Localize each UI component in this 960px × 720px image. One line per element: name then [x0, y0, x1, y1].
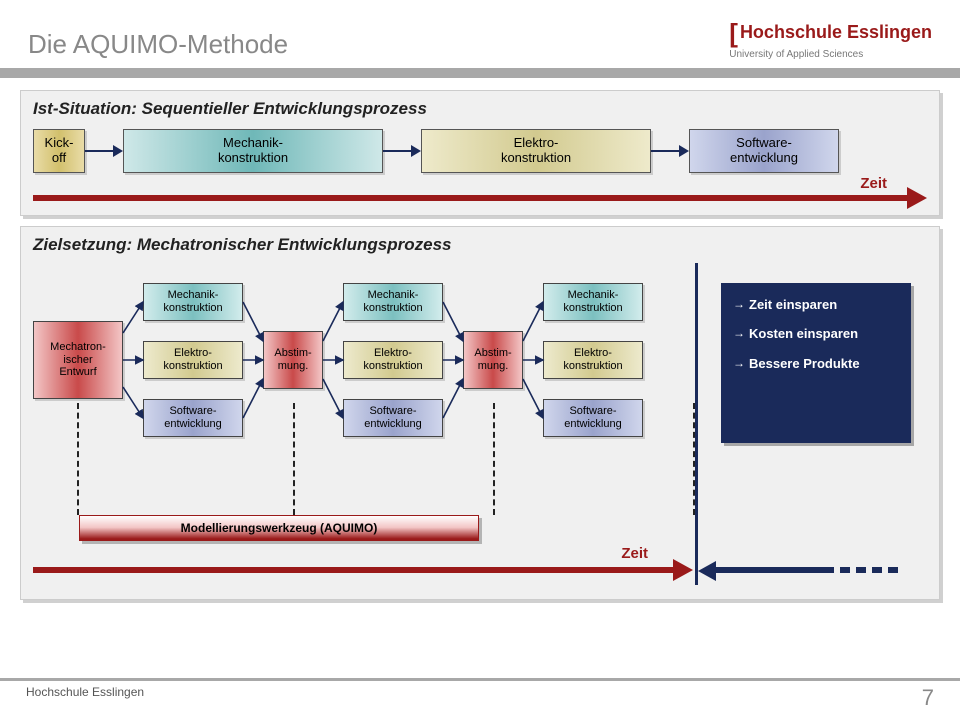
zeit-line	[33, 567, 673, 573]
logo-sub: University of Applied Sciences	[729, 49, 932, 60]
zeit-label: Zeit	[621, 545, 648, 562]
dash-connector	[493, 403, 495, 515]
benefits-item: Bessere Produkte	[733, 356, 899, 372]
box-stack: Software-entwicklung	[343, 399, 443, 437]
logo-main: [Hochschule Esslingen	[729, 18, 932, 49]
zeit-line	[33, 195, 907, 201]
benefits-item: Kosten einsparen	[733, 326, 899, 342]
divider-bar	[0, 68, 960, 78]
box-stack: Software-entwicklung	[143, 399, 243, 437]
box-kickoff: Kick-off	[33, 129, 85, 173]
ist-sequence: Kick-off Mechanik-konstruktion Elektro-k…	[33, 127, 927, 177]
slide-header: Die AQUIMO-Methode [Hochschule Esslingen…	[0, 0, 960, 66]
benefits-list: Zeit einsparen Kosten einsparen Bessere Pr…	[733, 297, 899, 372]
page-title: Die AQUIMO-Methode	[28, 29, 288, 60]
box-software: Software-entwicklung	[689, 129, 839, 173]
dash-connector	[693, 403, 695, 515]
ziel-zeit-axis: Zeit	[33, 555, 693, 581]
logo-main-text: Hochschule Esslingen	[740, 22, 932, 42]
ziel-panel: Zielsetzung: Mechatronischer Entwicklung…	[20, 226, 940, 600]
box-abstimmung: Abstim-mung.	[263, 331, 323, 389]
zeit-label: Zeit	[860, 175, 887, 192]
ziel-title: Zielsetzung: Mechatronischer Entwicklung…	[33, 235, 927, 255]
box-stack: Elektro-konstruktion	[343, 341, 443, 379]
ist-title: Ist-Situation: Sequentieller Entwicklung…	[33, 99, 927, 119]
ist-panel: Ist-Situation: Sequentieller Entwicklung…	[20, 90, 940, 216]
end-marker-line	[695, 263, 698, 585]
box-stack: Mechanik-konstruktion	[543, 283, 643, 321]
ziel-diagram: Zeit einsparen Kosten einsparen Bessere Pr…	[33, 263, 927, 593]
slide-footer: Hochschule Esslingen 7	[0, 678, 960, 720]
box-stack: Mechanik-konstruktion	[143, 283, 243, 321]
dash-connector	[77, 403, 79, 515]
page-number: 7	[922, 685, 934, 711]
benefits-item: Zeit einsparen	[733, 297, 899, 313]
logo: [Hochschule Esslingen University of Appl…	[729, 18, 932, 60]
tool-bar: Modellierungswerkzeug (AQUIMO)	[79, 515, 479, 541]
footer-left: Hochschule Esslingen	[26, 685, 144, 711]
box-stack: Software-entwicklung	[543, 399, 643, 437]
zeit-arrowhead-icon	[907, 187, 927, 209]
box-stack: Mechanik-konstruktion	[343, 283, 443, 321]
zeit-arrowhead-icon	[673, 559, 693, 581]
box-elektro: Elektro-konstruktion	[421, 129, 651, 173]
return-dashes	[840, 567, 898, 573]
box-abstimmung: Abstim-mung.	[463, 331, 523, 389]
box-stack: Elektro-konstruktion	[543, 341, 643, 379]
arrow-icon	[383, 146, 421, 156]
benefits-box: Zeit einsparen Kosten einsparen Bessere Pr…	[721, 283, 911, 443]
return-line	[714, 567, 834, 573]
box-entwurf: Mechatron-ischerEntwurf	[33, 321, 123, 399]
box-stack: Elektro-konstruktion	[143, 341, 243, 379]
arrow-icon	[85, 146, 123, 156]
dash-connector	[293, 403, 295, 515]
box-mechanik: Mechanik-konstruktion	[123, 129, 383, 173]
footer-divider	[0, 678, 960, 681]
return-arrow	[698, 563, 918, 575]
arrow-icon	[651, 146, 689, 156]
ist-zeit-axis: Zeit	[33, 183, 927, 209]
